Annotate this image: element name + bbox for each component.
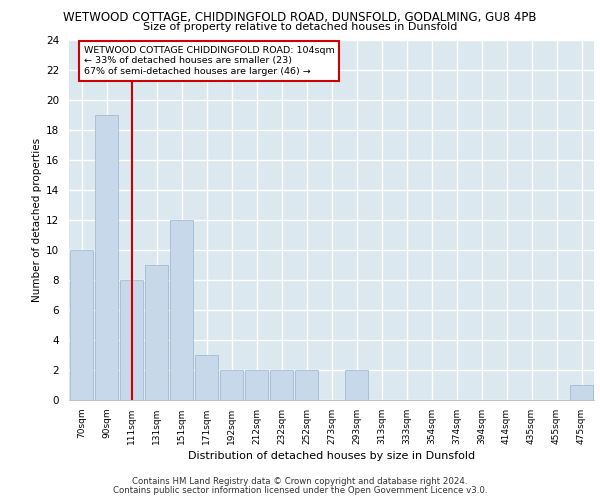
Bar xyxy=(95,115,118,400)
Bar xyxy=(270,370,293,400)
Bar xyxy=(245,370,268,400)
Bar xyxy=(120,280,143,400)
Bar xyxy=(170,220,193,400)
Bar xyxy=(70,250,93,400)
Bar xyxy=(145,265,168,400)
Text: Size of property relative to detached houses in Dunsfold: Size of property relative to detached ho… xyxy=(143,22,457,32)
Text: Contains HM Land Registry data © Crown copyright and database right 2024.: Contains HM Land Registry data © Crown c… xyxy=(132,477,468,486)
Bar xyxy=(295,370,318,400)
Bar xyxy=(220,370,243,400)
Bar xyxy=(570,385,593,400)
Bar xyxy=(345,370,368,400)
Text: Contains public sector information licensed under the Open Government Licence v3: Contains public sector information licen… xyxy=(113,486,487,495)
Text: WETWOOD COTTAGE CHIDDINGFOLD ROAD: 104sqm
← 33% of detached houses are smaller (: WETWOOD COTTAGE CHIDDINGFOLD ROAD: 104sq… xyxy=(83,46,334,76)
Text: WETWOOD COTTAGE, CHIDDINGFOLD ROAD, DUNSFOLD, GODALMING, GU8 4PB: WETWOOD COTTAGE, CHIDDINGFOLD ROAD, DUNS… xyxy=(63,11,537,24)
X-axis label: Distribution of detached houses by size in Dunsfold: Distribution of detached houses by size … xyxy=(188,451,475,461)
Y-axis label: Number of detached properties: Number of detached properties xyxy=(32,138,42,302)
Bar xyxy=(195,355,218,400)
